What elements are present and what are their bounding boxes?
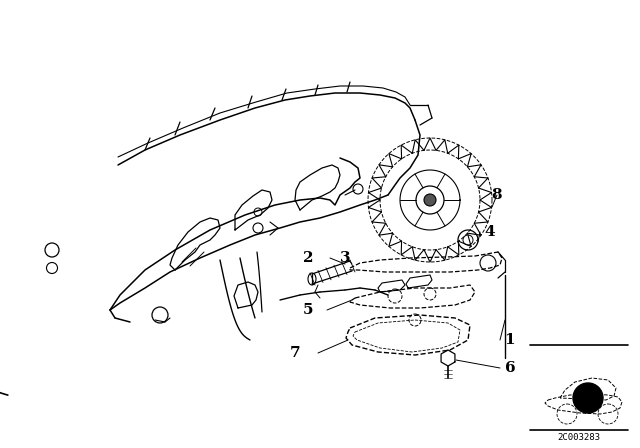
Circle shape	[424, 194, 436, 206]
Circle shape	[416, 186, 444, 214]
Text: 7: 7	[290, 346, 300, 360]
Text: 8: 8	[492, 188, 502, 202]
Text: 6: 6	[505, 361, 515, 375]
Text: 2: 2	[303, 251, 313, 265]
Text: 3: 3	[340, 251, 350, 265]
Circle shape	[573, 383, 603, 413]
Text: 5: 5	[303, 303, 313, 317]
Text: 4: 4	[484, 225, 495, 239]
Text: 2C003283: 2C003283	[557, 434, 600, 443]
Text: 1: 1	[505, 333, 515, 347]
